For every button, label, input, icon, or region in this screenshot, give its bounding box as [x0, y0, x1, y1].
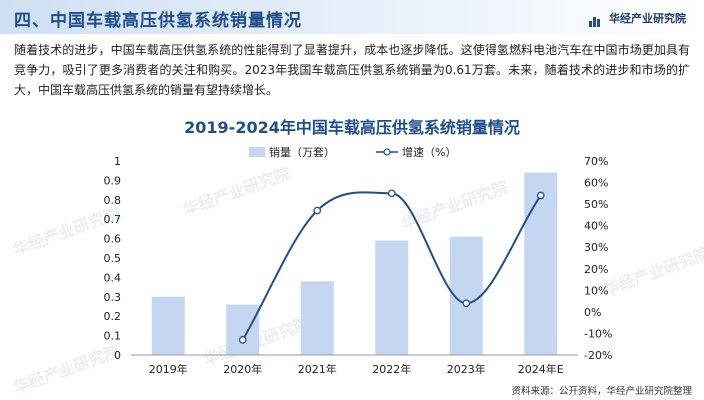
source-note: 资料来源：公开资料，华经产业研究院整理 [511, 386, 692, 397]
left-tick-label: 0.2 [104, 310, 122, 323]
x-tick-label: 2022年 [372, 362, 411, 376]
x-tick-label: 2020年 [223, 362, 262, 376]
left-tick-label: 0.7 [104, 213, 122, 226]
legend-label-bar: 销量（万套） [269, 145, 335, 159]
left-tick-label: 1 [114, 155, 121, 168]
intro-paragraph: 随着技术的进步，中国车载高压供氢系统的性能得到了显著提升，成本也逐步降低。这使得… [14, 43, 690, 97]
bar-chart-icon [589, 14, 601, 27]
left-tick-label: 0.4 [104, 271, 122, 284]
right-tick-label: -20% [584, 349, 612, 362]
right-tick-label: 0% [584, 306, 601, 319]
left-tick-label: 0.8 [104, 194, 122, 207]
brand-name: 华经产业研究院 [609, 12, 686, 25]
chart-title: 2019-2024年中国车载高压供氢系统销量情况 [184, 118, 520, 137]
x-tick-label: 2024年E [518, 362, 564, 376]
bar [300, 281, 334, 355]
left-tick-label: 0.5 [104, 252, 122, 265]
growth-point [536, 191, 545, 200]
x-tick-label: 2021年 [298, 362, 337, 376]
right-tick-label: 50% [584, 198, 608, 211]
left-tick-label: 0.1 [104, 330, 122, 343]
bar [524, 172, 558, 355]
left-tick-label: 0 [114, 349, 121, 362]
brand-logo: 华经产业研究院 [589, 10, 686, 27]
right-tick-label: -10% [584, 327, 612, 340]
growth-point [313, 206, 322, 215]
legend-swatch-bar [249, 147, 265, 157]
right-tick-label: 60% [584, 177, 608, 190]
right-tick-label: 40% [584, 220, 608, 233]
right-tick-label: 10% [584, 284, 608, 297]
left-tick-label: 0.9 [104, 174, 122, 187]
legend-swatch-marker [383, 148, 391, 156]
legend-label-line: 增速（%） [402, 145, 456, 159]
x-tick-label: 2019年 [149, 362, 188, 376]
bar [151, 296, 185, 355]
left-tick-label: 0.3 [104, 291, 122, 304]
growth-point [462, 299, 471, 308]
right-tick-label: 30% [584, 241, 608, 254]
header-banner: 四、中国车载高压供氢系统销量情况 华经产业研究院 [0, 0, 704, 34]
right-tick-label: 20% [584, 263, 608, 276]
page-title: 四、中国车载高压供氢系统销量情况 [14, 11, 302, 31]
bar [226, 304, 260, 355]
bar [375, 240, 409, 355]
x-tick-label: 2023年 [447, 362, 486, 376]
growth-point [238, 336, 247, 344]
growth-point [387, 189, 396, 198]
left-tick-label: 0.6 [104, 233, 122, 246]
right-tick-label: 70% [584, 155, 608, 168]
